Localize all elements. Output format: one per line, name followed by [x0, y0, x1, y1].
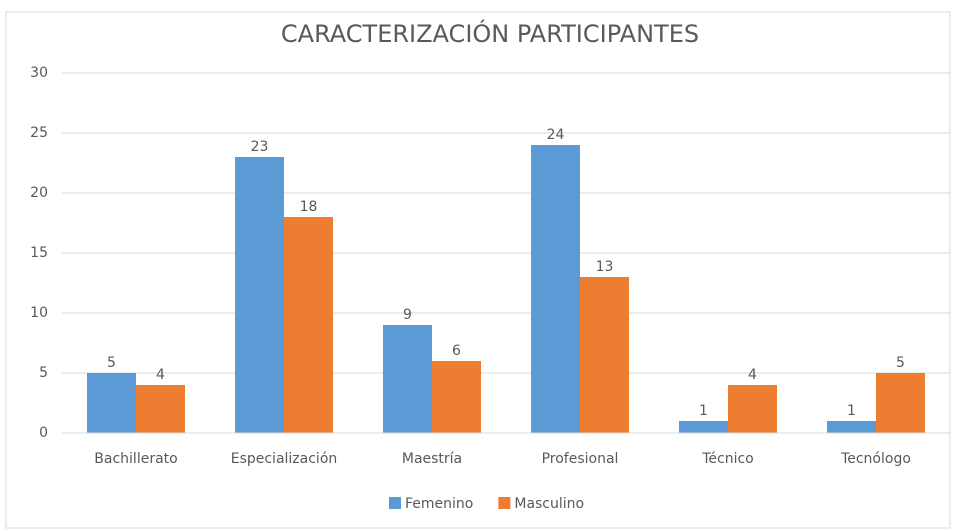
y-tick-label: 0 — [39, 425, 48, 441]
data-label: 1 — [699, 403, 708, 419]
data-label: 5 — [896, 355, 905, 371]
data-label: 24 — [547, 127, 565, 143]
legend-swatch — [498, 497, 511, 509]
bar — [235, 157, 284, 433]
data-label: 5 — [107, 355, 116, 371]
x-tick-label: Especialización — [231, 451, 338, 467]
x-tick-label: Técnico — [701, 451, 754, 467]
y-tick-label: 15 — [30, 245, 48, 261]
x-tick-label: Maestría — [402, 451, 462, 467]
data-label: 23 — [251, 139, 269, 155]
bar — [87, 373, 136, 433]
data-label: 18 — [300, 199, 318, 215]
data-label: 9 — [403, 307, 412, 323]
bar — [679, 421, 728, 433]
chart-title: CARACTERIZACIÓN PARTICIPANTES — [281, 18, 699, 48]
y-tick-label: 30 — [30, 65, 48, 81]
bar — [827, 421, 876, 433]
data-label: 4 — [156, 367, 165, 383]
bar — [284, 217, 333, 433]
x-tick-label: Bachillerato — [94, 451, 177, 467]
bar — [580, 277, 629, 433]
legend-label: Femenino — [405, 496, 473, 512]
data-label: 6 — [452, 343, 461, 359]
x-tick-label: Profesional — [542, 451, 619, 467]
legend-swatch — [389, 497, 401, 509]
data-label: 13 — [596, 259, 614, 275]
y-tick-label: 20 — [30, 185, 48, 201]
bar — [728, 385, 777, 433]
y-tick-label: 25 — [30, 125, 48, 141]
y-tick-label: 5 — [39, 365, 48, 381]
y-tick-label: 10 — [30, 305, 48, 321]
bar — [876, 373, 925, 433]
bar — [383, 325, 432, 433]
data-label: 1 — [847, 403, 856, 419]
chart-border — [5, 11, 951, 529]
legend-label: Masculino — [514, 496, 584, 512]
data-label: 4 — [748, 367, 757, 383]
x-tick-label: Tecnólogo — [840, 451, 911, 467]
bar — [432, 361, 481, 433]
bar — [531, 145, 580, 433]
bar — [136, 385, 185, 433]
